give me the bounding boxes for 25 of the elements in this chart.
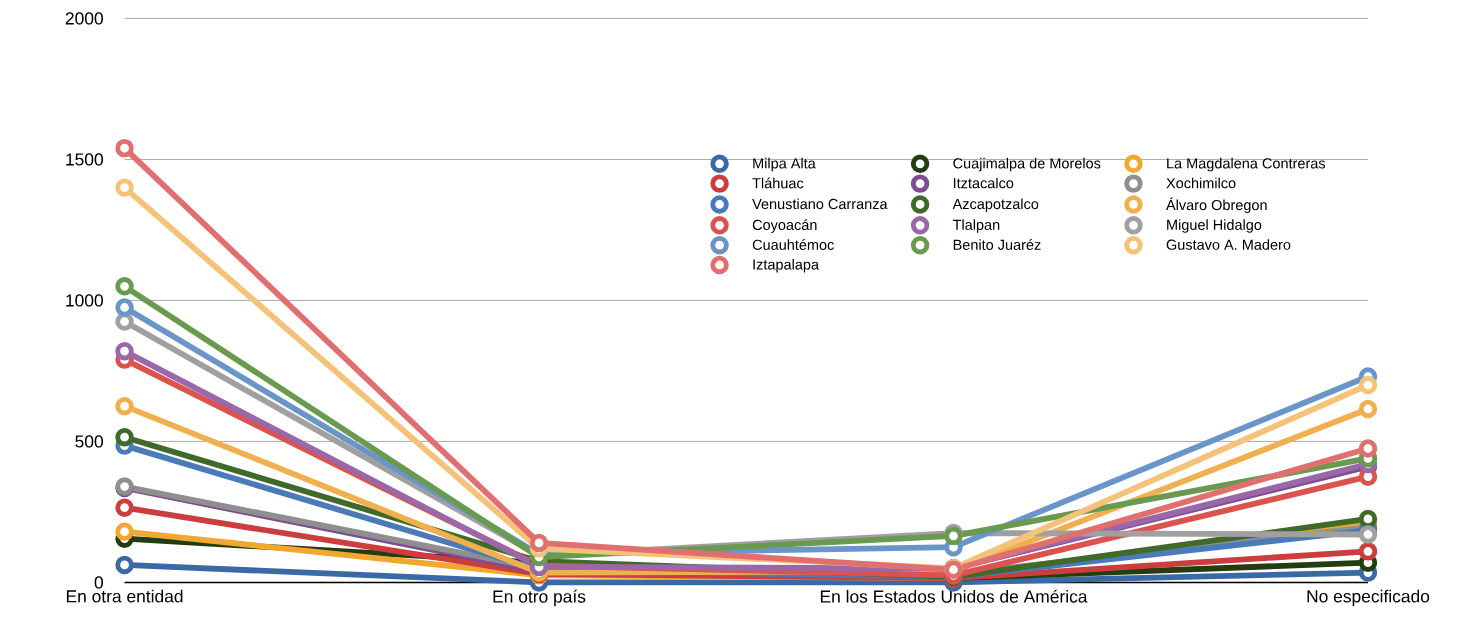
- legend-label: Venustiano Carranza: [752, 198, 888, 209]
- legend-label: Xochimilco: [1166, 177, 1236, 189]
- legend-label: Tláhuac: [752, 177, 804, 189]
- y-tick-label: 0: [94, 576, 103, 589]
- legend-label: Benito Juaréz: [953, 238, 1041, 250]
- x-tick-label: En los Estados Unidos de América: [820, 589, 1088, 603]
- legend-label: Azcapotzalco: [952, 198, 1039, 212]
- legend-label: La Magdalena Contreras: [1167, 157, 1326, 172]
- y-tick-label: 1500: [66, 153, 103, 166]
- legend-label: Álvaro Obregon: [1166, 197, 1267, 213]
- y-tick-label: 2000: [65, 12, 103, 25]
- y-tick-label: 1000: [66, 294, 103, 307]
- legend-label: Tlalpan: [952, 219, 1000, 233]
- legend-label: Iztapalapa: [753, 258, 820, 273]
- x-tick-label: En otro país: [493, 589, 586, 606]
- legend-label: Cuajimalpa de Morelos: [953, 157, 1101, 172]
- legend-label: Itztacalco: [953, 177, 1014, 189]
- x-tick-label: No especificado: [1307, 589, 1430, 606]
- y-tick-label: 500: [75, 435, 103, 448]
- x-tick-label: En otra entidad: [66, 589, 183, 603]
- legend-label: Miguel Hidalgo: [1167, 219, 1262, 233]
- legend-label: Milpa Alta: [753, 157, 816, 172]
- legend-label: Coyoacán: [752, 219, 817, 233]
- legend-label: Gustavo A. Madero: [1166, 239, 1291, 250]
- legend-label: Cuauhtémoc: [752, 238, 834, 250]
